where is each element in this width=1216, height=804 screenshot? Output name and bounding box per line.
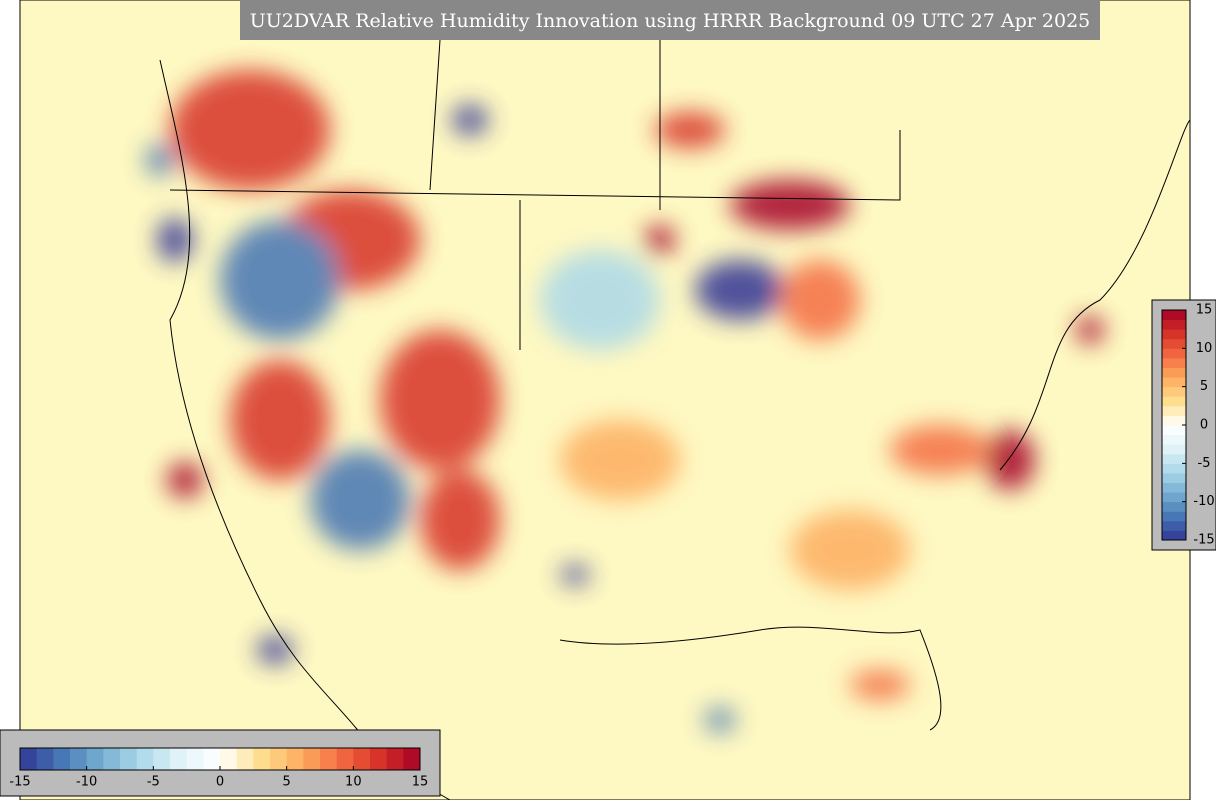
tick-label: 15 [412,775,429,790]
colorbar-segment [1162,338,1186,349]
colorbar-segment [220,748,238,770]
title-box [240,0,1100,40]
tick-label: 15 [1196,303,1213,318]
colorbar-segment [1162,530,1186,541]
colorbar-segment [1162,310,1186,321]
tick-label: -10 [76,775,97,790]
colorbar-segment [1162,319,1186,330]
colorbar-segment [136,748,154,770]
colorbar-segment [153,748,171,770]
colorbar-segment [120,748,138,770]
colorbar-segment [1162,492,1186,503]
tick-label: 0 [216,775,224,790]
tick-label: -5 [1198,456,1211,471]
tick-label: 5 [1200,379,1208,394]
colorbar-segment [1162,472,1186,483]
colorbar-segment [53,748,71,770]
colorbar-segment [236,748,254,770]
colorbar-segment [170,748,188,770]
colorbar-segment [303,748,321,770]
colorbar-segment [1162,520,1186,531]
colorbar-segment [403,748,421,770]
colorbar-segment [386,748,404,770]
colorbar-right: 15 10 5 0 -5 -10 -15 [1161,303,1215,548]
colorbar-segment [1162,444,1186,455]
colorbar-segment [36,748,54,770]
colorbar-segment [1162,377,1186,388]
colorbar-segment [103,748,121,770]
tick-label: -15 [1193,533,1214,548]
colorbar-segment [1162,405,1186,416]
colorbar-segment [286,748,304,770]
colorbar-segment [253,748,271,770]
colorbar-bottom: -15 -10 -5 0 5 10 15 [9,747,429,790]
colorbar-segment [1162,425,1186,436]
colorbar-segment [1162,357,1186,368]
colorbar-segment [1162,463,1186,474]
colorbar-segment [270,748,288,770]
colorbar-segment [1162,386,1186,397]
colorbar-segment [1162,482,1186,493]
colorbar-segment [1162,348,1186,359]
tick-label: 5 [283,775,291,790]
colorbar-segment [1162,511,1186,522]
tick-label: 10 [1196,341,1213,356]
colorbar-segment [20,748,38,770]
colorbar-segment [203,748,221,770]
colorbar-segment [70,748,88,770]
colorbar-segment [86,748,104,770]
colorbar-segment [1162,367,1186,378]
colorbar-segment [1162,329,1186,340]
tick-label: -5 [147,775,160,790]
colorbar-segment [1162,434,1186,445]
tick-label: 10 [345,775,362,790]
colorbar-segment [1162,453,1186,464]
colorbar-segment [353,748,371,770]
colorbar-segment [336,748,354,770]
colorbar-segment [320,748,338,770]
map-area [20,0,1190,800]
humidity-field [146,70,1104,732]
colorbar-segment [1162,396,1186,407]
tick-label: -10 [1193,494,1214,509]
colorbar-segment [1162,415,1186,426]
map-title: UU2DVAR Relative Humidity Innovation usi… [250,10,1091,32]
colorbar-segment [1162,501,1186,512]
tick-label: 0 [1200,418,1208,433]
colorbar-segment [186,748,204,770]
colorbar-segment [370,748,388,770]
tick-label: -15 [9,775,30,790]
